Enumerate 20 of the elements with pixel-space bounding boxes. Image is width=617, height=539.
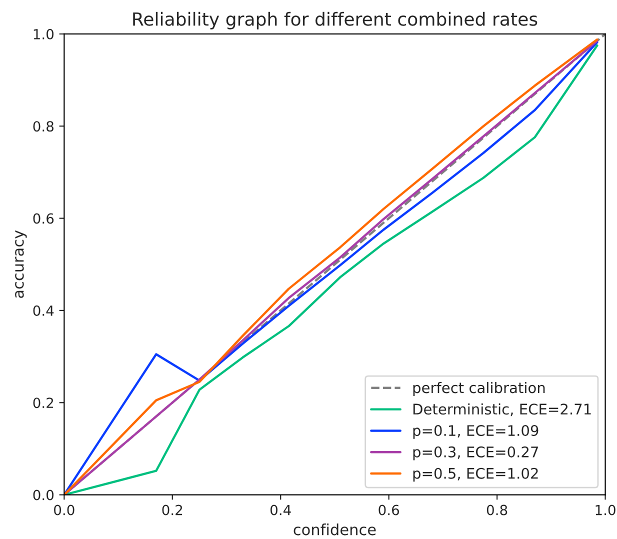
x-tick-label: 0.8 <box>486 504 508 516</box>
legend-label: p=0.1, ECE=1.09 <box>413 425 538 439</box>
legend-label: Deterministic, ECE=2.71 <box>413 403 591 416</box>
y-tick-label: 0.6 <box>33 213 54 224</box>
legend-label: p=0.3, ECE=0.27 <box>413 446 538 460</box>
y-tick-label: 0.4 <box>33 305 54 316</box>
x-tick-label: 0.0 <box>54 504 74 516</box>
y-tick-label: 0.8 <box>33 121 54 132</box>
x-axis-title: confidence <box>294 524 376 536</box>
y-axis-title: accuracy <box>15 230 27 298</box>
legend-label: p=0.5, ECE=1.02 <box>413 468 538 482</box>
legend-label: perfect calibration <box>413 382 545 396</box>
x-tick-label: 0.6 <box>378 504 400 516</box>
y-tick-label: 0.2 <box>33 398 54 408</box>
x-tick-label: 1.0 <box>596 504 616 516</box>
chart-title: Reliability graph for different combined rates <box>133 12 538 30</box>
x-tick-label: 0.4 <box>270 504 291 516</box>
y-tick-label: 1.0 <box>34 28 54 40</box>
x-tick-label: 0.2 <box>162 504 182 516</box>
y-tick-label: 0.0 <box>33 490 54 500</box>
